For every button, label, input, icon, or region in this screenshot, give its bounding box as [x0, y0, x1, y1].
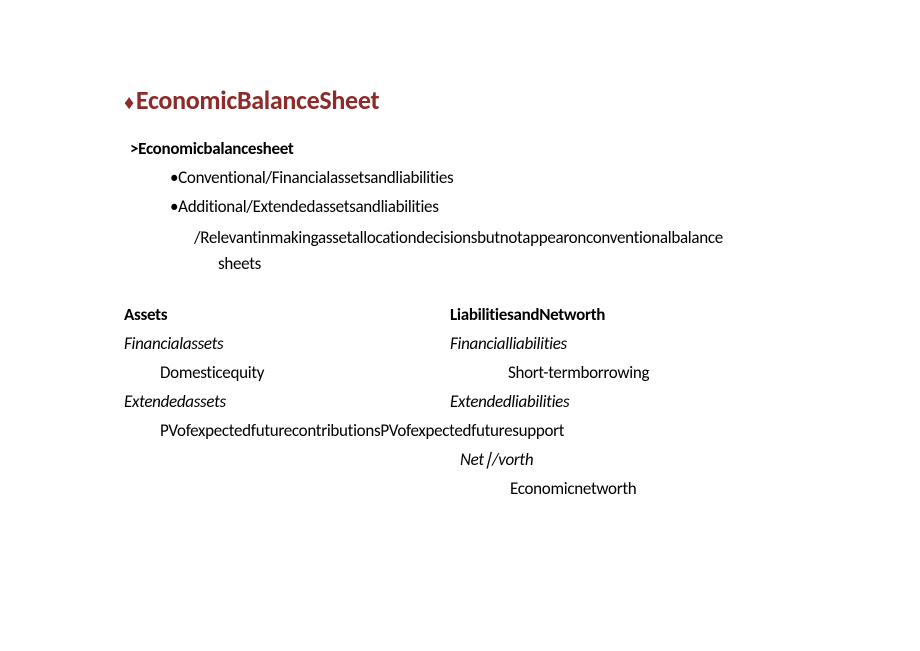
slash-note: /Relevantinmakingassetallocationdecision…	[194, 225, 810, 278]
sub-heading: >Economicbalancesheet	[130, 138, 810, 159]
financial-assets-label: Financialassets	[124, 333, 450, 354]
bullet-item-2: •Additional/Extendedassetsandliabilities	[170, 196, 810, 217]
table-row: Financialassets Financialliabilities	[124, 333, 810, 354]
title-text: EconomicBalanceSheet	[136, 84, 379, 116]
domestic-equity: Domesticequity	[124, 362, 450, 383]
bullet-item-1: •Conventional/Financialassetsandliabilit…	[170, 167, 810, 188]
document-page: ♦EconomicBalanceSheet >Economicbalancesh…	[0, 0, 920, 499]
table-row: Extendedassets Extendedliabilities	[124, 391, 810, 412]
extended-assets-label: Extendedassets	[124, 391, 450, 412]
table-row: Domesticequity Short-termborrowing	[124, 362, 810, 383]
pv-row: PVofexpectedfuturecontributionsPVofexpec…	[124, 420, 810, 441]
page-title: ♦EconomicBalanceSheet	[124, 84, 810, 116]
diamond-icon: ♦	[124, 91, 134, 115]
extended-liabilities-label: Extendedliabilities	[450, 391, 810, 412]
assets-header: Assets	[124, 304, 450, 325]
networth-label: Net∣/vorth	[124, 449, 810, 470]
economic-networth: Economicnetworth	[124, 478, 810, 499]
slash-note-line1: /Relevantinmakingassetallocationdecision…	[194, 227, 723, 248]
financial-liabilities-label: Financialliabilities	[450, 333, 810, 354]
table-header-row: Assets LiabilitiesandNetworth	[124, 304, 810, 325]
short-term-borrowing: Short-termborrowing	[450, 362, 810, 383]
slash-note-line2: sheets	[218, 251, 810, 277]
balance-table: Assets LiabilitiesandNetworth Financiala…	[124, 304, 810, 499]
liabilities-header: LiabilitiesandNetworth	[450, 304, 810, 325]
